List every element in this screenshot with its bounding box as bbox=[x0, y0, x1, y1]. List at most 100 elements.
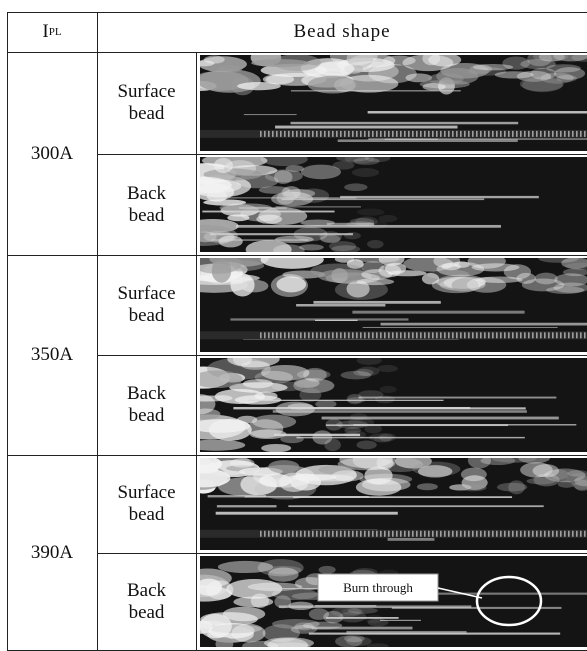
bead-photo bbox=[200, 358, 587, 452]
photo-ripple bbox=[460, 531, 462, 537]
photo-ripple bbox=[540, 131, 542, 137]
photo-streak bbox=[352, 311, 524, 314]
photo-texture bbox=[218, 561, 273, 573]
photo-ripple bbox=[556, 332, 558, 338]
photo-ripple bbox=[508, 131, 510, 137]
photo-ripple bbox=[400, 531, 402, 537]
photo-ripple bbox=[276, 531, 278, 537]
photo-ripple bbox=[328, 332, 330, 338]
photo-texture bbox=[256, 215, 282, 224]
photo-ripple bbox=[508, 332, 510, 338]
photo-ripple bbox=[468, 131, 470, 137]
photo-streak bbox=[217, 505, 277, 507]
photo-streak bbox=[353, 424, 576, 425]
photo-texture bbox=[207, 190, 227, 202]
photo-ripple bbox=[340, 332, 342, 338]
photo-streak bbox=[381, 323, 587, 326]
border-line bbox=[7, 12, 587, 13]
photo-texture bbox=[274, 170, 292, 184]
photo-texture bbox=[352, 168, 379, 177]
bead-label: Surface bead bbox=[97, 455, 196, 553]
photo-ripple bbox=[316, 131, 318, 137]
photo-streak bbox=[281, 199, 484, 201]
photo-ripple bbox=[556, 131, 558, 137]
border-line bbox=[196, 355, 197, 455]
photo-ripple bbox=[356, 531, 358, 537]
photo-ripple bbox=[404, 332, 406, 338]
photo-ripple bbox=[384, 531, 386, 537]
photo-ripple bbox=[260, 131, 262, 137]
photo-streak bbox=[368, 111, 587, 113]
photo-ripple bbox=[496, 332, 498, 338]
photo-ripple bbox=[296, 131, 298, 137]
photo-ripple bbox=[404, 531, 406, 537]
photo-ripple bbox=[564, 531, 566, 537]
photo-ripple bbox=[416, 131, 418, 137]
photo-ripple bbox=[436, 531, 438, 537]
photo-ripple bbox=[360, 131, 362, 137]
photo-ripple bbox=[460, 332, 462, 338]
photo-texture bbox=[261, 444, 291, 452]
photo-texture bbox=[554, 67, 585, 80]
photo-ripple bbox=[380, 131, 382, 137]
photo-streak bbox=[313, 301, 440, 304]
photo-ripple bbox=[464, 131, 466, 137]
photo-ripple bbox=[532, 131, 534, 137]
photo-ripple bbox=[484, 531, 486, 537]
photo-ripple bbox=[344, 131, 346, 137]
photo-ripple bbox=[300, 131, 302, 137]
photo-ripple bbox=[524, 131, 526, 137]
photo-streak bbox=[210, 233, 353, 235]
photo-texture bbox=[214, 158, 233, 173]
photo-streak bbox=[233, 407, 470, 409]
photo-ripple bbox=[488, 131, 490, 137]
photo-texture bbox=[324, 439, 341, 451]
border-line bbox=[196, 52, 197, 154]
photo-ripple bbox=[556, 531, 558, 537]
photo-ripple bbox=[536, 131, 538, 137]
bead-photo: Burn through bbox=[200, 556, 587, 647]
photo-streak bbox=[274, 434, 360, 436]
photo-texture bbox=[520, 462, 553, 477]
photo-texture bbox=[356, 440, 376, 449]
photo-ripple bbox=[532, 332, 534, 338]
photo-ripple bbox=[304, 131, 306, 137]
photo-ripple bbox=[264, 131, 266, 137]
photo-ripple bbox=[324, 531, 326, 537]
photo-ripple bbox=[272, 531, 274, 537]
photo-ripple bbox=[548, 131, 550, 137]
photo-streak bbox=[275, 126, 457, 129]
photo-ripple bbox=[328, 131, 330, 137]
photo-ripple bbox=[388, 531, 390, 537]
photo-ripple bbox=[548, 531, 550, 537]
photo-texture bbox=[527, 478, 556, 485]
photo-ripple bbox=[512, 531, 514, 537]
photo-ripple bbox=[284, 332, 286, 338]
photo-ripple bbox=[568, 332, 570, 338]
photo-ripple bbox=[500, 131, 502, 137]
photo-ripple bbox=[580, 131, 582, 137]
current-label: 390A bbox=[7, 455, 97, 650]
photo-streak bbox=[248, 400, 444, 401]
photo-ripple bbox=[444, 131, 446, 137]
photo-streak bbox=[223, 197, 357, 198]
photo-ripple bbox=[308, 531, 310, 537]
photo-ripple bbox=[480, 531, 482, 537]
photo-texture bbox=[268, 460, 299, 473]
photo-texture bbox=[319, 566, 336, 574]
photo-ripple bbox=[584, 332, 586, 338]
current-label: 350A bbox=[7, 255, 97, 455]
photo-ripple bbox=[508, 531, 510, 537]
photo-ripple bbox=[388, 332, 390, 338]
photo-ripple bbox=[368, 332, 370, 338]
photo-ripple bbox=[272, 131, 274, 137]
photo-texture bbox=[231, 624, 265, 643]
photo-streak bbox=[244, 114, 297, 115]
photo-ripple bbox=[296, 531, 298, 537]
photo-texture bbox=[357, 209, 384, 216]
photo-ripple bbox=[340, 531, 342, 537]
photo-texture bbox=[301, 165, 341, 180]
photo-ripple bbox=[552, 531, 554, 537]
border-line bbox=[196, 255, 197, 355]
photo-texture bbox=[259, 474, 291, 487]
